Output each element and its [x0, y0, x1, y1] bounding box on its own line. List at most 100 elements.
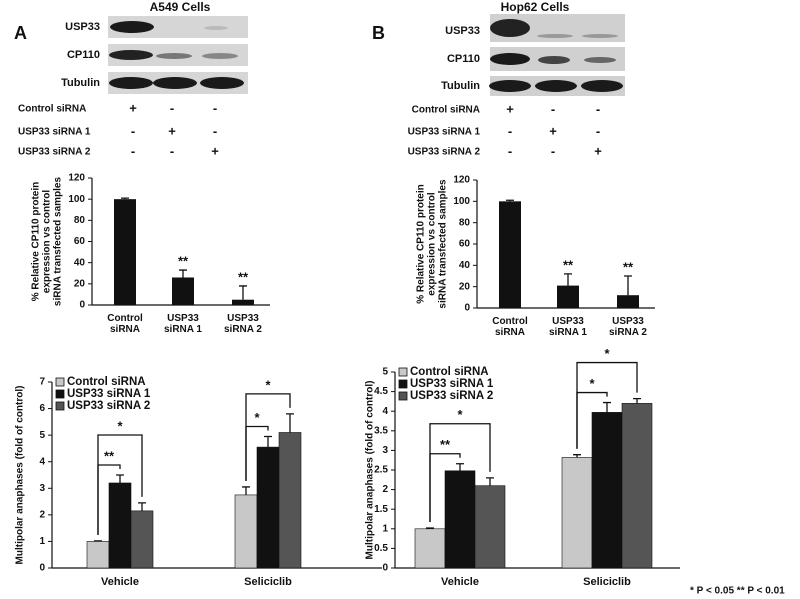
- bar: [86, 541, 110, 569]
- y-axis-label: siRNA transfected samples: [53, 177, 64, 307]
- y-tick-label: 7: [39, 377, 45, 388]
- panel-title: A549 Cells: [150, 0, 211, 14]
- condition-sign: +: [211, 143, 219, 158]
- x-tick-label: Control siRNA: [492, 316, 528, 338]
- x-tick-label: Vehicle: [101, 576, 139, 588]
- y-tick-label: 80: [459, 217, 471, 228]
- condition-sign: -: [213, 100, 217, 115]
- blot-band: [202, 53, 238, 59]
- y-tick-label: 1.5: [374, 504, 388, 515]
- panel-letter: B: [372, 23, 385, 43]
- y-tick-label: 5: [39, 430, 45, 441]
- significance-label: *: [604, 346, 610, 361]
- x-tick-label: USP33 siRNA 1: [164, 313, 202, 335]
- y-axis-label: siRNA transfected samples: [438, 179, 449, 309]
- condition-label: USP33 siRNA 1: [408, 127, 481, 138]
- error-bar: [121, 197, 129, 200]
- error-bar: [456, 463, 464, 471]
- y-tick-label: 4: [39, 456, 45, 467]
- blot-band: [156, 53, 192, 59]
- x-tick-label: USP33 siRNA 1: [549, 316, 587, 338]
- y-tick-label: 20: [74, 278, 86, 289]
- error-bar: [633, 398, 641, 404]
- panel-title: Hop62 Cells: [501, 0, 570, 14]
- y-tick-label: 5: [382, 367, 388, 378]
- error-bar: [239, 285, 247, 300]
- legend-label: USP33 siRNA 2: [67, 400, 150, 412]
- band-label: USP33: [65, 21, 100, 33]
- condition-sign: +: [168, 123, 176, 138]
- y-tick-label: 1: [382, 523, 388, 534]
- y-tick-label: 0.5: [374, 543, 388, 554]
- blot-band: [109, 77, 153, 89]
- y-axis-label: % Relative CP110 protein: [416, 184, 427, 304]
- condition-sign: -: [508, 143, 512, 158]
- x-tick-label: Seliciclib: [244, 576, 292, 588]
- significance-label: *: [457, 407, 463, 422]
- condition-label: USP33 siRNA 1: [18, 127, 91, 138]
- error-bar: [94, 540, 102, 542]
- condition-sign: -: [131, 143, 135, 158]
- condition-sign: +: [594, 143, 602, 158]
- y-tick-label: 60: [459, 239, 471, 250]
- significance-label: *: [254, 410, 260, 425]
- y-tick-label: 0: [382, 563, 388, 574]
- bar: [499, 201, 521, 308]
- blot-band: [538, 56, 570, 64]
- condition-sign: -: [508, 123, 512, 138]
- error-bar: [624, 275, 632, 296]
- panel-letter: A: [14, 23, 27, 43]
- bar: [557, 285, 579, 308]
- y-tick-label: 0: [39, 563, 45, 574]
- bar: [474, 485, 506, 569]
- legend-label: USP33 siRNA 1: [410, 378, 494, 390]
- bar: [444, 470, 476, 569]
- band-label: CP110: [447, 53, 480, 65]
- blot-band: [153, 77, 197, 89]
- y-axis-label: % Relative CP110 protein: [31, 182, 42, 302]
- band-label: CP110: [67, 49, 100, 61]
- significance-label: **: [563, 257, 574, 272]
- blot-band: [489, 80, 531, 92]
- legend-marker: [398, 391, 408, 401]
- blot-band: [110, 21, 154, 33]
- error-bar: [116, 474, 124, 483]
- bar: [617, 295, 639, 308]
- significance-label: **: [178, 254, 189, 269]
- blot-band: [490, 19, 530, 37]
- y-tick-label: 3: [382, 445, 388, 456]
- y-tick-label: 3: [39, 483, 45, 494]
- band-label: Tubulin: [61, 77, 100, 89]
- error-bar: [603, 401, 611, 413]
- x-tick-label: USP33 siRNA 2: [224, 313, 262, 335]
- condition-sign: -: [596, 101, 600, 116]
- blots: [108, 14, 625, 96]
- blot-band: [584, 57, 616, 63]
- significance-bracket: [245, 393, 291, 481]
- error-bar: [564, 273, 572, 286]
- error-bar: [138, 502, 146, 511]
- error-bar: [264, 435, 272, 448]
- bar: [172, 277, 194, 305]
- error-bar: [286, 413, 294, 433]
- legend-marker: [55, 377, 65, 387]
- y-tick-label: 4.5: [374, 386, 388, 397]
- y-tick-label: 0: [79, 300, 85, 311]
- y-tick-label: 1: [39, 536, 45, 547]
- y-tick-label: 4: [382, 406, 388, 417]
- blot-band: [537, 34, 573, 38]
- x-tick-label: USP33 siRNA 2: [609, 316, 647, 338]
- bar: [256, 446, 280, 569]
- bar: [414, 528, 446, 569]
- condition-sign: +: [506, 101, 514, 116]
- blot-band: [200, 77, 244, 89]
- y-tick-label: 100: [453, 196, 470, 207]
- y-tick-label: 40: [459, 260, 471, 271]
- error-bar: [486, 477, 494, 486]
- blot-band: [582, 34, 618, 38]
- y-tick-label: 0: [464, 303, 470, 314]
- significance-label: *: [589, 376, 595, 391]
- condition-label: USP33 siRNA 2: [408, 147, 481, 158]
- bar: [232, 299, 254, 305]
